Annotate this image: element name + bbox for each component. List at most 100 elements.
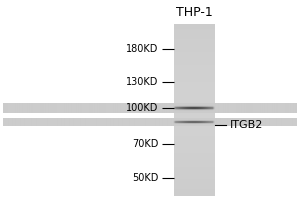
Bar bbox=[173, 174, 215, 175]
Bar bbox=[173, 125, 215, 127]
Bar bbox=[173, 52, 215, 53]
Bar bbox=[173, 112, 215, 113]
Bar bbox=[173, 110, 215, 112]
Bar bbox=[173, 36, 215, 38]
Bar bbox=[173, 24, 215, 26]
Bar bbox=[173, 186, 215, 187]
Bar bbox=[173, 79, 215, 81]
Bar bbox=[173, 58, 215, 60]
Bar bbox=[173, 191, 215, 193]
Bar bbox=[173, 50, 215, 52]
Bar bbox=[173, 124, 215, 125]
Bar bbox=[173, 170, 215, 172]
Bar bbox=[173, 134, 215, 136]
Bar bbox=[173, 105, 215, 107]
Bar bbox=[173, 62, 215, 64]
Bar bbox=[173, 184, 215, 186]
Bar bbox=[173, 156, 215, 158]
Bar bbox=[173, 55, 215, 57]
Bar bbox=[173, 158, 215, 160]
Bar bbox=[173, 141, 215, 143]
Bar bbox=[173, 89, 215, 91]
Bar bbox=[173, 67, 215, 69]
Bar bbox=[173, 29, 215, 31]
Bar bbox=[173, 57, 215, 58]
Bar bbox=[173, 127, 215, 129]
Bar bbox=[173, 168, 215, 170]
Bar bbox=[173, 34, 215, 36]
Bar bbox=[173, 151, 215, 153]
Bar bbox=[173, 26, 215, 27]
Bar bbox=[173, 146, 215, 148]
Bar bbox=[173, 74, 215, 76]
Bar bbox=[173, 167, 215, 168]
Bar bbox=[173, 139, 215, 141]
Bar bbox=[173, 88, 215, 89]
Bar bbox=[173, 160, 215, 162]
Bar bbox=[173, 107, 215, 108]
Bar bbox=[173, 41, 215, 43]
Bar bbox=[173, 33, 215, 34]
Bar bbox=[173, 46, 215, 48]
Bar bbox=[173, 182, 215, 184]
Bar bbox=[173, 144, 215, 146]
Bar bbox=[173, 132, 215, 134]
Bar bbox=[173, 117, 215, 119]
Text: 70KD: 70KD bbox=[132, 139, 159, 149]
Bar bbox=[173, 179, 215, 181]
Bar bbox=[173, 31, 215, 33]
Bar bbox=[173, 120, 215, 122]
Bar bbox=[173, 82, 215, 84]
Bar bbox=[173, 100, 215, 101]
Bar bbox=[173, 76, 215, 77]
Bar bbox=[173, 129, 215, 131]
Bar bbox=[173, 113, 215, 115]
Bar bbox=[173, 45, 215, 46]
Bar bbox=[173, 65, 215, 67]
Bar bbox=[173, 115, 215, 117]
Bar bbox=[173, 84, 215, 86]
Bar bbox=[173, 38, 215, 39]
Bar bbox=[173, 77, 215, 79]
Bar bbox=[173, 177, 215, 179]
Bar bbox=[173, 131, 215, 132]
Bar bbox=[173, 91, 215, 93]
Bar bbox=[173, 39, 215, 41]
Bar bbox=[173, 155, 215, 156]
Bar bbox=[173, 122, 215, 124]
Bar bbox=[173, 70, 215, 72]
Text: THP-1: THP-1 bbox=[176, 6, 212, 19]
Text: 130KD: 130KD bbox=[126, 77, 159, 87]
Bar bbox=[173, 93, 215, 95]
Bar bbox=[173, 96, 215, 98]
Bar bbox=[173, 27, 215, 29]
Bar bbox=[173, 153, 215, 155]
Bar bbox=[173, 72, 215, 74]
Bar bbox=[173, 193, 215, 194]
Bar bbox=[173, 194, 215, 196]
Bar bbox=[173, 165, 215, 167]
Bar bbox=[173, 64, 215, 65]
Bar bbox=[173, 108, 215, 110]
Bar bbox=[173, 172, 215, 174]
Bar bbox=[173, 98, 215, 100]
Bar bbox=[173, 148, 215, 150]
Bar bbox=[173, 143, 215, 144]
Bar bbox=[173, 103, 215, 105]
Bar bbox=[173, 81, 215, 82]
Bar bbox=[173, 136, 215, 138]
Text: ITGB2: ITGB2 bbox=[230, 120, 263, 130]
Bar bbox=[173, 163, 215, 165]
Bar bbox=[173, 181, 215, 182]
Text: 180KD: 180KD bbox=[126, 44, 159, 54]
Bar bbox=[173, 60, 215, 62]
Bar bbox=[173, 187, 215, 189]
Bar bbox=[173, 101, 215, 103]
Bar bbox=[173, 189, 215, 191]
Bar bbox=[173, 43, 215, 45]
Bar bbox=[173, 138, 215, 139]
Bar bbox=[173, 95, 215, 96]
Bar bbox=[173, 86, 215, 88]
Bar bbox=[173, 119, 215, 120]
Text: 50KD: 50KD bbox=[132, 173, 159, 183]
